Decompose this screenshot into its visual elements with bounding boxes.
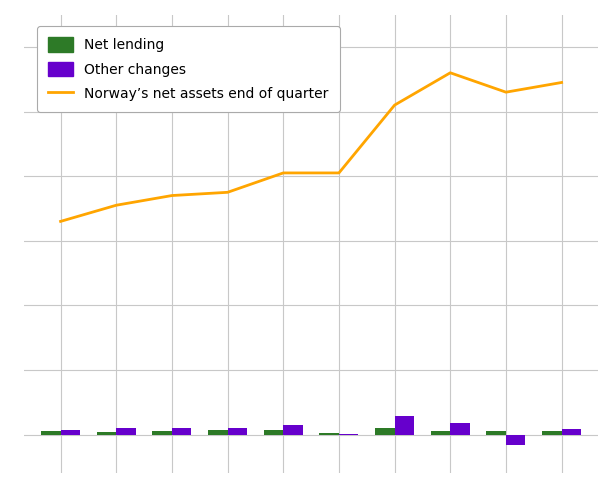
Bar bbox=[41, 431, 60, 435]
Bar bbox=[152, 431, 172, 435]
Bar bbox=[264, 430, 283, 435]
Bar bbox=[172, 428, 192, 435]
Bar bbox=[431, 431, 450, 435]
Bar bbox=[450, 423, 470, 435]
Bar bbox=[562, 429, 581, 435]
Bar bbox=[375, 428, 395, 435]
Bar bbox=[97, 432, 117, 435]
Bar bbox=[395, 416, 414, 435]
Bar bbox=[117, 428, 136, 435]
Bar bbox=[320, 433, 339, 435]
Legend: Net lending, Other changes, Norway’s net assets end of quarter: Net lending, Other changes, Norway’s net… bbox=[37, 26, 340, 112]
Bar bbox=[60, 430, 80, 435]
Bar bbox=[339, 434, 359, 435]
Bar bbox=[228, 428, 247, 435]
Bar bbox=[542, 431, 562, 435]
Bar bbox=[486, 431, 506, 435]
Bar bbox=[208, 430, 228, 435]
Bar bbox=[506, 435, 525, 445]
Bar bbox=[283, 425, 303, 435]
